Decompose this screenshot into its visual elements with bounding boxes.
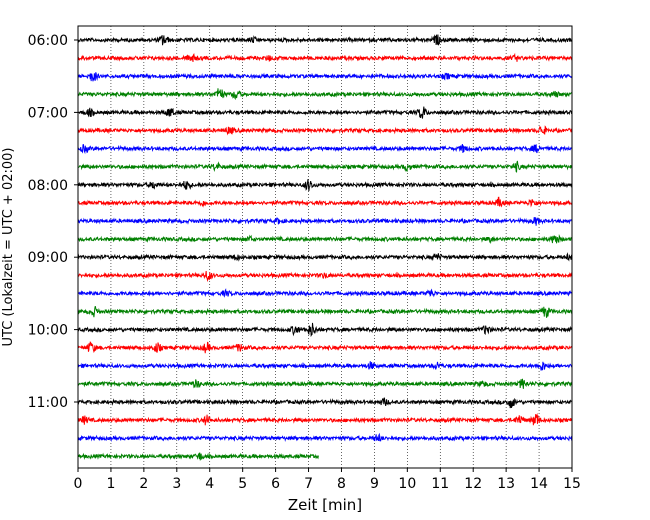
x-tick-label: 9 [370,476,379,492]
y-tick-label: 11:00 [28,395,68,411]
trace-row [77,160,573,173]
y-tick-label: 07:00 [28,105,68,121]
trace-row [77,397,573,409]
trace-row [77,34,573,46]
trace-row [77,52,573,63]
plot-background [78,26,572,468]
trace-row [77,252,573,262]
trace-row [77,143,573,155]
trace-row [77,196,573,208]
x-tick-label: 4 [205,476,214,492]
x-tick-label: 13 [497,476,515,492]
y-tick-label: 06:00 [28,33,68,49]
trace-row [77,125,573,136]
x-axis-ticks: 0 1 2 3 4 5 6 7 8 9 10 11 12 13 14 15 [74,468,581,492]
x-tick-label: 5 [238,476,247,492]
seismic-traces [77,34,573,461]
x-axis-label: Zeit [min] [288,496,362,514]
trace-row [77,216,573,226]
trace-row [77,378,573,389]
trace-row [77,341,573,354]
y-axis-label: UTC (Lokalzeit = UTC + 02:00) [1,148,16,347]
y-axis-ticks: 06:00 07:00 08:00 09:00 10:00 11:00 [28,33,78,411]
trace-row [77,88,573,101]
trace-row [77,106,573,119]
y-tick-label: 09:00 [28,250,68,266]
trace-row [77,288,573,298]
trace-row [77,322,573,338]
x-tick-label: 1 [106,476,115,492]
x-tick-label: 12 [464,476,482,492]
y-tick-label: 10:00 [28,323,68,339]
trace-row [77,234,573,245]
trace-row [77,271,573,283]
trace-row [77,412,573,426]
trace-row [77,306,573,318]
x-tick-label: 8 [337,476,346,492]
y-tick-label: 08:00 [28,178,68,194]
trace-row [77,361,573,371]
x-tick-label: 15 [563,476,581,492]
x-tick-label: 14 [530,476,548,492]
plot-frame [77,25,573,469]
x-tick-label: 6 [271,476,280,492]
trace-row [77,179,573,192]
x-tick-label: 7 [304,476,313,492]
x-tick-label: 0 [74,476,83,492]
trace-row [77,452,319,461]
trace-row [77,72,573,82]
trace-row [77,432,573,442]
x-tick-label: 10 [398,476,416,492]
x-tick-label: 2 [139,476,148,492]
x-tick-label: 11 [431,476,449,492]
x-tick-label: 3 [172,476,181,492]
